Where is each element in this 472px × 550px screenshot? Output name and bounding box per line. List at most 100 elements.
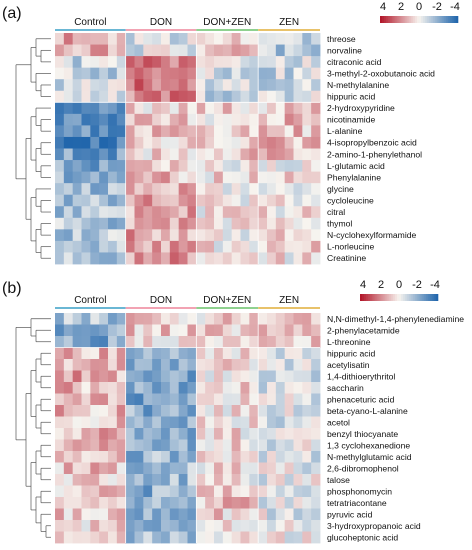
heatmap-cell [63,194,74,207]
heatmap-cell [152,171,162,184]
heatmap-cell [152,393,162,406]
heatmap-cell [72,79,82,92]
heatmap-cell [152,194,162,207]
heatmap-cell [161,462,171,475]
heatmap-cell [231,229,241,242]
heatmap-cell [72,313,82,325]
heatmap-cell [267,405,277,417]
heatmap-cell [72,90,82,103]
heatmap-cell [116,90,127,103]
heatmap-cell [90,102,100,115]
legend-color-segment [369,294,372,301]
heatmap-cell [178,451,188,463]
heatmap-cell [231,393,241,406]
heatmap-cell [231,206,241,219]
heatmap-cell [143,324,153,337]
heatmap-cell [293,313,303,325]
heatmap-cell [214,474,224,486]
heatmap-cell [187,393,197,406]
heatmap-cell [222,462,233,475]
heatmap-cell [178,113,188,126]
heatmap-cell [284,370,294,383]
heatmap-cell [72,206,82,219]
heatmap-cell [187,520,197,532]
heatmap-cell [196,171,206,184]
heatmap-cell [222,125,233,138]
heatmap-cell [152,67,162,80]
heatmap-cell [55,313,65,325]
heatmap-cell [267,171,277,184]
heatmap-cell [108,531,118,544]
heatmap-cell [311,44,321,57]
heatmap-cell [134,508,144,521]
heatmap-cell [231,171,241,184]
heatmap-cell [99,33,109,45]
heatmap-cell [134,313,144,325]
heatmap-cell [90,485,100,498]
heatmap-cell [72,405,82,417]
heatmap-cell [214,148,224,161]
heatmap-cell [214,240,224,253]
legend-color-segment [410,294,413,301]
heatmap-cell [258,148,268,161]
heatmap-cell [125,393,135,406]
panel-b-color-legend: 4 2 0 -2 -4 [360,279,440,301]
heatmap-cell [81,102,91,115]
heatmap-cell [143,217,153,230]
heatmap-cell [222,90,233,103]
heatmap-cell [222,171,233,184]
heatmap-cell [55,44,65,57]
heatmap-cell [231,136,241,149]
heatmap-cell [214,485,224,498]
heatmap-cell [55,451,65,463]
heatmap-cell [293,428,303,440]
row-label: glycine [327,184,354,194]
heatmap-cell [143,90,153,103]
heatmap-cell [267,148,277,161]
group-label: Control [74,295,106,306]
heatmap-cell [161,44,171,57]
heatmap-cell [275,439,286,452]
heatmap-cell [125,324,135,337]
heatmap-cell [249,405,259,417]
legend-tick-label: -4 [450,1,460,13]
heatmap-cell [293,347,303,360]
heatmap-cell [187,252,197,265]
heatmap-cell [293,520,303,532]
heatmap-cell [275,359,286,371]
heatmap-cell [90,313,100,325]
heatmap-cell [161,382,171,394]
heatmap-cell [214,44,224,57]
heatmap-cell [249,393,259,406]
heatmap-cell [55,102,65,115]
legend-color-segment [395,16,398,23]
heatmap-cell [125,359,135,371]
heatmap-cell [311,90,321,103]
heatmap-cell [302,313,312,325]
heatmap-cell [258,67,268,80]
row-label: N-methylalanine [327,80,389,90]
heatmap-cell [267,56,277,69]
group-color-strip [258,29,320,31]
heatmap-cell [231,113,241,126]
heatmap-cell [134,217,144,230]
heatmap-cell [134,497,144,509]
heatmap-cell [125,44,135,57]
row-label: L-threonine [327,337,371,347]
heatmap-cell [134,229,144,242]
row-label: 2-hydroxypyridine [327,103,395,113]
heatmap-cell [143,393,153,406]
heatmap-cell [81,462,91,475]
heatmap-cell [161,113,171,126]
heatmap-cell [143,79,153,92]
heatmap-cell [108,217,118,230]
heatmap-cell [169,194,180,207]
heatmap-cell [90,148,100,161]
heatmap-cell [240,324,250,337]
heatmap-cell [275,497,286,509]
heatmap-cell [125,229,135,242]
heatmap-cell [311,359,321,371]
heatmap-cell [99,370,109,383]
heatmap-cell [187,113,197,126]
